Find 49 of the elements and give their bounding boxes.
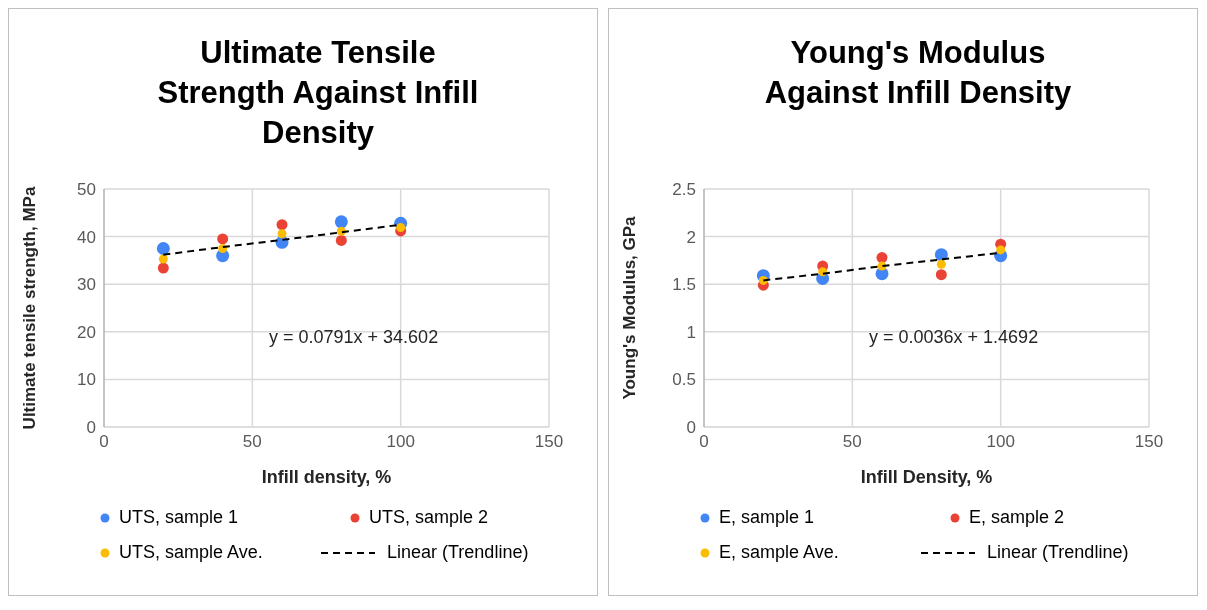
x-tick-label: 150 [1134, 432, 1164, 452]
y-tick-label: 1 [686, 322, 696, 342]
x-tick-label: 50 [842, 432, 862, 452]
legend-label: E, sample Ave. [719, 542, 839, 563]
chart-title: Young's Modulus Against Infill Density [763, 34, 1073, 112]
chart-title: Ultimate Tensile Strength Against Infill Density [156, 34, 480, 152]
x-tick-label: 100 [386, 432, 415, 452]
point [157, 262, 169, 274]
annotation: y = 0.0791x + 34.602 [269, 327, 439, 348]
y-tick-label: 30 [77, 275, 96, 295]
point [396, 223, 406, 233]
point [156, 242, 170, 255]
legend-label: E, sample 2 [969, 507, 1065, 528]
point [276, 219, 288, 231]
legend-label: Linear (Trendline) [387, 542, 529, 563]
y-tick-label: 0 [86, 418, 96, 438]
y-tick-label: 2.5 [672, 180, 696, 200]
point [158, 254, 168, 264]
point [935, 269, 947, 281]
y-axis-title: Young's Modulus, GPa [620, 215, 640, 400]
x-axis-title: Infill Density, % [860, 467, 993, 487]
y-tick-label: 0.5 [672, 370, 696, 390]
x-tick-label: 150 [534, 432, 564, 452]
y-tick-label: 50 [77, 180, 96, 200]
y-tick-label: 20 [77, 322, 96, 342]
y-axis-title: Ultimate tensile strength, MPa [20, 186, 40, 430]
legend-label: UTS, sample 2 [369, 507, 489, 528]
y-tick-label: 10 [77, 370, 96, 390]
y-tick-label: 1.5 [672, 275, 696, 295]
point [217, 233, 229, 245]
legend-label: E, sample 1 [719, 507, 815, 528]
legend-label: UTS, sample 1 [119, 507, 239, 528]
legend-label: UTS, sample Ave. [119, 542, 263, 563]
point [334, 215, 348, 229]
y-tick-label: 2 [686, 227, 696, 247]
legend-label: Linear (Trendline) [987, 542, 1129, 563]
x-tick-label: 0 [699, 432, 709, 452]
x-tick-label: 50 [242, 432, 262, 452]
x-axis-title: Infill density, % [261, 467, 392, 487]
annotation: y = 0.0036x + 1.4692 [869, 327, 1039, 348]
x-tick-label: 100 [986, 432, 1015, 452]
x-tick-label: 0 [99, 432, 109, 452]
y-tick-label: 0 [686, 418, 696, 438]
point [335, 234, 347, 246]
point [277, 229, 287, 239]
y-tick-label: 40 [77, 227, 96, 247]
point [876, 252, 888, 264]
point [936, 259, 946, 269]
point [996, 245, 1006, 255]
